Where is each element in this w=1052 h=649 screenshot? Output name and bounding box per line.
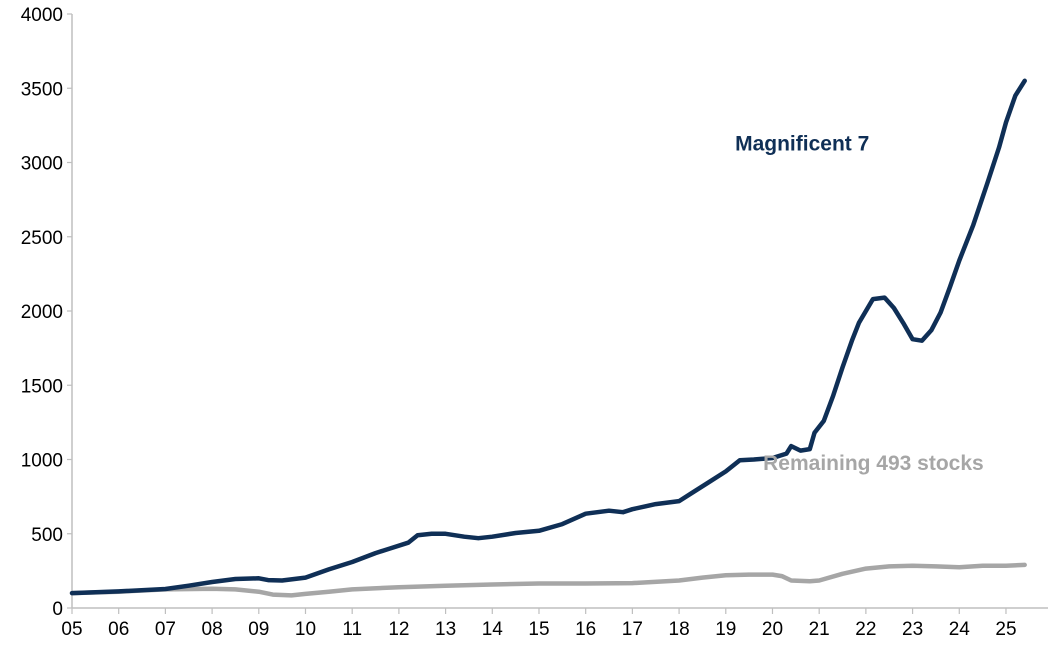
x-tick-label: 15 <box>528 619 549 640</box>
series-line-1 <box>69 562 1027 598</box>
y-tick-label: 0 <box>52 599 63 620</box>
y-tick-label: 1500 <box>21 376 63 397</box>
x-tick-label: 08 <box>202 619 223 640</box>
x-tick-label: 23 <box>902 619 923 640</box>
x-tick-label: 10 <box>295 619 316 640</box>
y-tick-label: 1000 <box>21 451 63 472</box>
series-label-1: Remaining 493 stocks <box>763 452 984 475</box>
x-tick-label: 11 <box>342 619 362 640</box>
series-label-0: Magnificent 7 <box>735 133 869 156</box>
x-tick-label: 18 <box>669 619 690 640</box>
axes: 0 500 1000 1500 2000 2500 3000 3500 4000 05 06 07 08… <box>21 5 1048 640</box>
x-tick-label: 07 <box>155 619 176 640</box>
x-tick-label: 12 <box>388 619 409 640</box>
y-tick-label: 2500 <box>21 228 63 249</box>
x-tick-label: 24 <box>949 619 971 640</box>
y-tick-label: 2000 <box>21 302 63 323</box>
x-tick-label: 22 <box>855 619 876 640</box>
x-tick-label: 21 <box>809 619 830 640</box>
series-labels: Magnificent 7 Remaining 493 stocks <box>735 133 984 475</box>
x-tick-label: 05 <box>61 619 82 640</box>
y-tick-label: 3500 <box>21 79 63 100</box>
x-tick-label: 19 <box>715 619 736 640</box>
y-tick-label: 4000 <box>21 5 63 26</box>
x-tick-label: 16 <box>575 619 596 640</box>
x-tick-label: 09 <box>248 619 269 640</box>
y-tick-label: 3000 <box>21 154 63 175</box>
x-tick-label: 13 <box>435 619 456 640</box>
x-tick-label: 06 <box>108 619 129 640</box>
x-tick-label: 17 <box>622 619 643 640</box>
y-tick-label: 500 <box>31 525 63 546</box>
series-lines <box>69 78 1027 598</box>
x-tick-label: 14 <box>482 619 504 640</box>
x-tick-label: 20 <box>762 619 783 640</box>
x-tick-label: 25 <box>995 619 1016 640</box>
series-line-0 <box>69 78 1027 596</box>
